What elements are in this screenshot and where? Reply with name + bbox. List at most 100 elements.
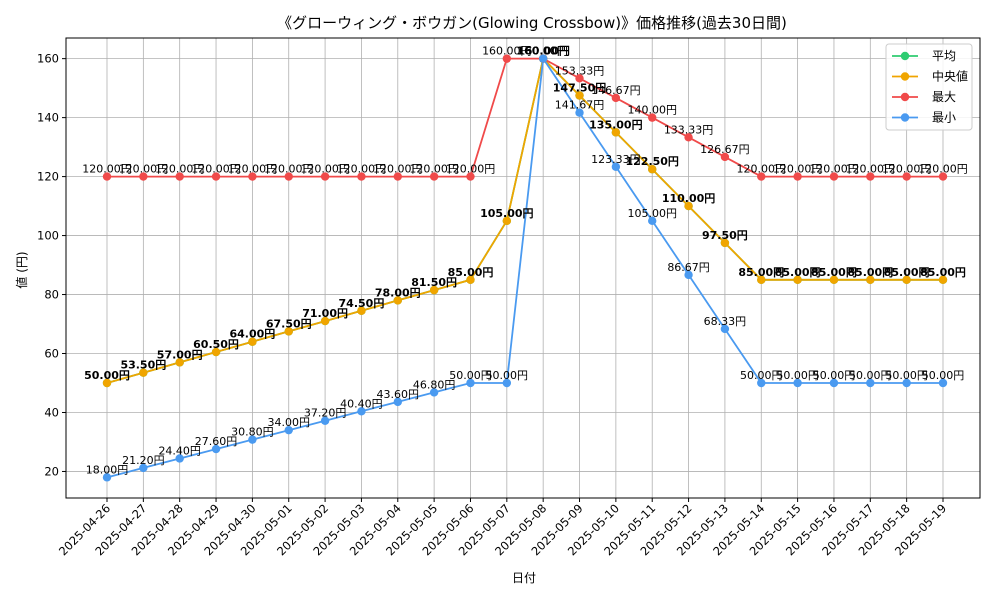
data-point — [684, 201, 693, 211]
data-point — [902, 172, 911, 181]
data-point — [902, 378, 911, 388]
y-tick-label: 60 — [44, 347, 59, 361]
data-label: 18.00円 — [86, 463, 129, 476]
legend-label: 最大 — [932, 90, 956, 104]
data-point — [248, 172, 257, 181]
data-point — [829, 378, 839, 388]
data-label: 120.00円 — [191, 163, 241, 176]
legend-label: 平均 — [932, 49, 956, 63]
data-label: 57.00円 — [157, 348, 203, 361]
data-label: 81.50円 — [411, 276, 457, 289]
series-line-3 — [106, 56, 943, 479]
data-point — [793, 275, 802, 284]
y-tick-label: 140 — [37, 111, 59, 125]
data-label: 50.00円 — [922, 369, 965, 382]
x-axis-ticks: 2025-04-262025-04-272025-04-282025-04-29… — [56, 498, 949, 558]
data-point — [866, 275, 875, 284]
data-label: 120.00円 — [737, 163, 787, 176]
data-point — [320, 316, 330, 326]
data-label: 85.00円 — [920, 266, 966, 279]
data-point — [393, 172, 402, 181]
data-point — [429, 285, 439, 295]
data-point — [502, 378, 512, 388]
data-point — [938, 275, 948, 284]
data-label: 105.00円 — [480, 207, 533, 220]
data-point — [102, 378, 112, 388]
data-label: 85.00円 — [811, 266, 857, 279]
data-point — [284, 425, 293, 435]
data-label: 85.00円 — [738, 266, 784, 279]
data-point — [720, 324, 730, 334]
data-label: 160.00円 — [482, 45, 532, 58]
data-point — [502, 54, 512, 63]
data-point — [248, 435, 257, 444]
data-label: 120.00円 — [300, 163, 350, 176]
data-label: 120.00円 — [264, 163, 314, 176]
data-point — [320, 416, 330, 425]
data-point — [466, 275, 475, 284]
data-point — [139, 172, 148, 181]
data-label: 120.00円 — [373, 163, 423, 176]
data-label: 120.00円 — [228, 163, 278, 176]
data-label: 67.50円 — [266, 317, 312, 330]
data-label: 46.80円 — [413, 378, 456, 391]
data-point — [502, 216, 512, 226]
data-label: 50.00円 — [849, 369, 892, 382]
data-point — [575, 91, 584, 100]
y-tick-label: 160 — [37, 52, 59, 66]
series-line-2 — [107, 57, 943, 178]
data-label: 30.80円 — [231, 426, 274, 439]
legend-label: 中央値 — [932, 69, 968, 84]
data-label: 60.50円 — [193, 338, 239, 351]
data-label: 120.00円 — [446, 163, 496, 176]
data-point — [575, 108, 584, 117]
data-label: 50.00円 — [740, 369, 783, 382]
data-label: 146.67円 — [591, 84, 641, 97]
data-point — [611, 162, 621, 171]
data-point — [102, 172, 112, 181]
data-point — [684, 133, 693, 142]
legend-box — [885, 43, 973, 131]
series-line-1 — [106, 56, 943, 384]
data-point — [648, 113, 657, 122]
data-label: 74.50円 — [339, 297, 385, 310]
data-label: 34.00円 — [267, 416, 310, 429]
data-label: 120.00円 — [809, 163, 859, 176]
plot-frame — [65, 37, 981, 499]
data-label: 27.60円 — [195, 435, 238, 448]
legend-label: 最小 — [932, 111, 956, 125]
data-point — [429, 172, 439, 181]
data-point — [429, 388, 439, 397]
data-point — [211, 444, 221, 454]
data-label: 153.33円 — [555, 64, 605, 77]
data-label: 40.40円 — [340, 397, 383, 410]
data-point — [648, 216, 657, 226]
data-point — [248, 337, 257, 346]
data-label: 120.00円 — [918, 163, 968, 176]
y-tick-label: 40 — [44, 405, 59, 419]
data-label: 120.00円 — [82, 163, 132, 176]
y-tick-label: 120 — [37, 170, 59, 184]
data-label: 78.00円 — [375, 286, 421, 299]
data-label: 120.00円 — [773, 163, 823, 176]
data-label: 160.00円 — [518, 45, 568, 58]
data-label: 85.00円 — [775, 266, 821, 279]
data-point — [684, 270, 693, 280]
data-point — [175, 454, 184, 463]
data-label: 50.00円 — [885, 369, 928, 382]
data-point — [284, 172, 293, 181]
y-axis-ticks: 20 40 60 80 100 120 140 160 — [37, 52, 66, 478]
data-point — [357, 172, 366, 181]
data-point — [175, 358, 184, 367]
data-point — [393, 397, 402, 407]
data-label: 140.00円 — [627, 104, 677, 117]
data-label: 21.20円 — [122, 454, 165, 467]
data-label: 85.00円 — [884, 266, 930, 279]
x-axis-label: 日付 — [512, 571, 536, 585]
data-point — [611, 93, 621, 103]
data-label: 50.00円 — [84, 369, 130, 382]
data-point — [866, 378, 875, 388]
data-point — [829, 172, 839, 181]
